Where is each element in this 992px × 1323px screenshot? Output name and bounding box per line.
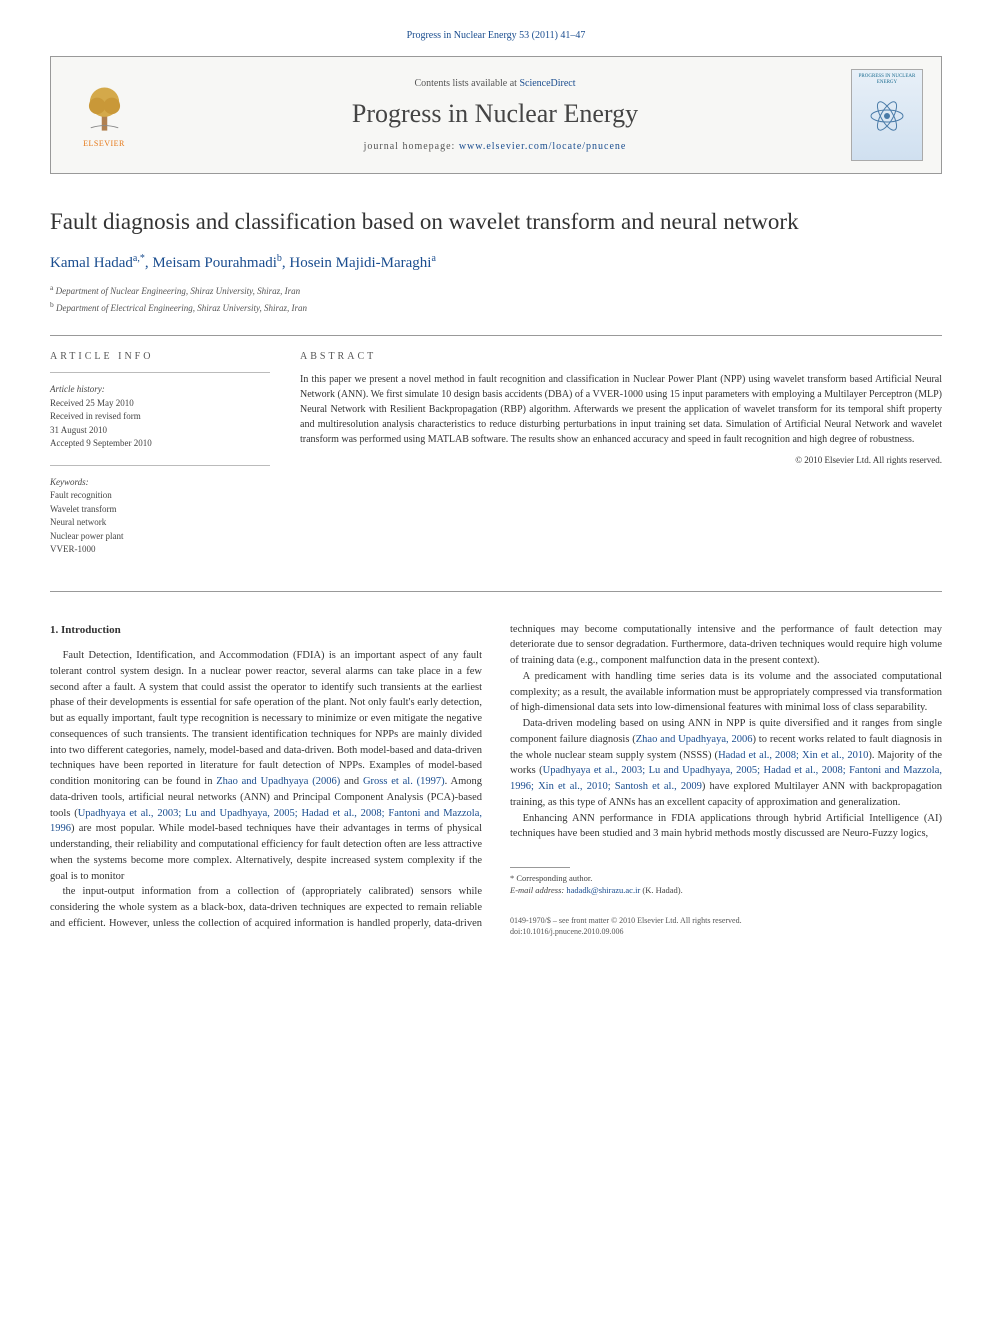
abstract-text: In this paper we present a novel method …	[300, 372, 942, 447]
keyword: Wavelet transform	[50, 503, 270, 517]
article-title: Fault diagnosis and classification based…	[50, 209, 942, 235]
body-paragraph: A predicament with handling time series …	[510, 669, 942, 716]
keyword: VVER-1000	[50, 543, 270, 557]
citation-line: Progress in Nuclear Energy 53 (2011) 41–…	[50, 30, 942, 41]
doi-line: doi:10.1016/j.pnucene.2010.09.006	[510, 926, 942, 937]
sciencedirect-link[interactable]: ScienceDirect	[519, 78, 575, 89]
keyword: Fault recognition	[50, 489, 270, 503]
cover-atom-icon	[867, 96, 907, 136]
author: Meisam Pourahmadib	[152, 255, 282, 271]
info-abstract-row: ARTICLE INFO Article history: Received 2…	[50, 335, 942, 592]
keyword: Nuclear power plant	[50, 530, 270, 544]
author: Kamal Hadada,*	[50, 255, 145, 271]
abstract-column: ABSTRACT In this paper we present a nove…	[300, 351, 942, 571]
abstract-label: ABSTRACT	[300, 351, 942, 362]
email-label: E-mail address:	[510, 885, 564, 895]
history-line: Received 25 May 2010	[50, 397, 270, 411]
section-heading-intro: 1. Introduction	[50, 622, 482, 639]
corr-email-line: E-mail address: hadadk@shirazu.ac.ir (K.…	[510, 885, 942, 897]
elsevier-tree-icon	[77, 82, 132, 137]
keywords-heading: Keywords:	[50, 476, 270, 490]
history-line: 31 August 2010	[50, 424, 270, 438]
history-line: Received in revised form	[50, 410, 270, 424]
journal-header-box: ELSEVIER Contents lists available at Sci…	[50, 56, 942, 174]
contents-available-line: Contents lists available at ScienceDirec…	[139, 78, 851, 89]
author: Hosein Majidi-Maraghia	[289, 255, 436, 271]
body-paragraph: Fault Detection, Identification, and Acc…	[50, 648, 482, 884]
abstract-copyright: © 2010 Elsevier Ltd. All rights reserved…	[300, 455, 942, 465]
corr-email[interactable]: hadadk@shirazu.ac.ir	[566, 885, 640, 895]
author-list: Kamal Hadada,*, Meisam Pourahmadib, Hose…	[50, 253, 942, 272]
affiliations: a Department of Nuclear Engineering, Shi…	[50, 282, 942, 315]
article-info-label: ARTICLE INFO	[50, 351, 270, 362]
homepage-line: journal homepage: www.elsevier.com/locat…	[139, 141, 851, 152]
article-history-block: Article history: Received 25 May 2010Rec…	[50, 383, 270, 451]
elsevier-logo: ELSEVIER	[69, 75, 139, 155]
corresponding-author-footnote: * Corresponding author. E-mail address: …	[510, 867, 942, 897]
journal-cover-thumbnail: PROGRESS IN NUCLEAR ENERGY	[851, 69, 923, 161]
history-heading: Article history:	[50, 383, 270, 397]
history-line: Accepted 9 September 2010	[50, 437, 270, 451]
keyword: Neural network	[50, 516, 270, 530]
header-center: Contents lists available at ScienceDirec…	[139, 78, 851, 152]
elsevier-label: ELSEVIER	[83, 139, 125, 148]
affiliation: b Department of Electrical Engineering, …	[50, 299, 942, 316]
body-paragraph: Enhancing ANN performance in FDIA applic…	[510, 811, 942, 843]
corr-author-line: * Corresponding author.	[510, 873, 942, 885]
issn-line: 0149-1970/$ – see front matter © 2010 El…	[510, 915, 942, 926]
affiliation: a Department of Nuclear Engineering, Shi…	[50, 282, 942, 299]
article-body: 1. Introduction Fault Detection, Identif…	[50, 622, 942, 938]
homepage-prefix: journal homepage:	[364, 141, 459, 152]
body-paragraph: Data-driven modeling based on using ANN …	[510, 716, 942, 811]
cover-title: PROGRESS IN NUCLEAR ENERGY	[856, 74, 918, 86]
journal-name: Progress in Nuclear Energy	[139, 99, 851, 129]
corr-email-name: (K. Hadad).	[642, 885, 682, 895]
contents-prefix: Contents lists available at	[414, 78, 519, 89]
footer-meta: 0149-1970/$ – see front matter © 2010 El…	[510, 915, 942, 937]
keywords-block: Keywords: Fault recognitionWavelet trans…	[50, 476, 270, 557]
homepage-url[interactable]: www.elsevier.com/locate/pnucene	[459, 141, 627, 152]
article-info-column: ARTICLE INFO Article history: Received 2…	[50, 351, 270, 571]
